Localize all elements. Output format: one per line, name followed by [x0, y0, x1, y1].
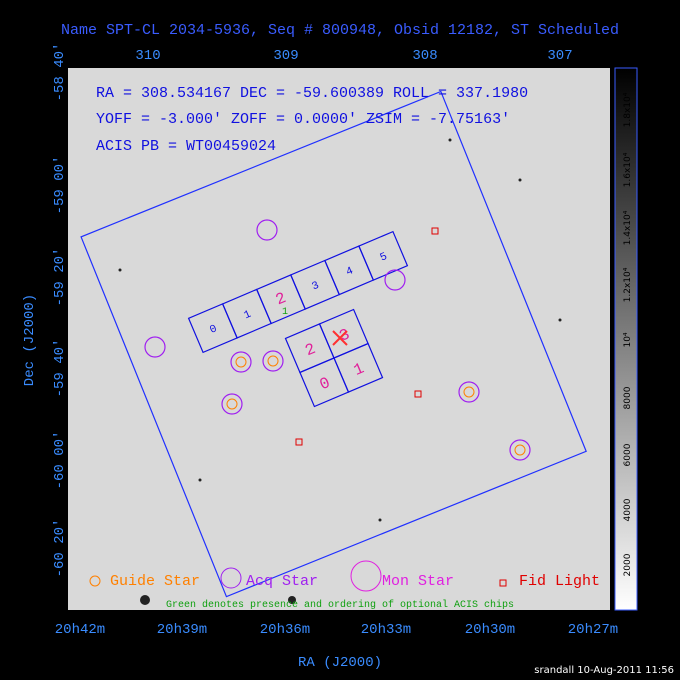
legend-label: Acq Star [246, 573, 318, 590]
info-line: ACIS PB = WT00459024 [96, 138, 276, 155]
bottom-tick-label: 20h33m [361, 622, 411, 638]
fid-lights [295, 227, 439, 446]
left-tick-label: -59 40' [52, 339, 68, 398]
y-axis-label: Dec (J2000) [22, 294, 38, 386]
left-tick-label: -60 20' [52, 519, 68, 578]
colorbar-tick: 10⁴ [623, 332, 633, 347]
field-of-view [80, 90, 587, 598]
colorbar-label: PUSS scaled density [653, 79, 663, 171]
colorbar-tick: 1.4x10⁴ [623, 210, 633, 245]
info-line: YOFF = -3.000' ZOFF = 0.0000' ZSIM = -7.… [96, 111, 510, 128]
colorbar-tick: 2000 [623, 553, 633, 576]
chip-label: 1 [242, 309, 253, 323]
top-tick-label: 310 [135, 48, 160, 64]
legend-icon [89, 575, 101, 587]
legend-note: Green denotes presence and ordering of o… [166, 599, 514, 611]
colorbar-tick: 4000 [623, 498, 633, 521]
bottom-tick-label: 20h39m [157, 622, 207, 638]
colorbar-tick: 6000 [623, 443, 633, 466]
chip-label: 3 [310, 280, 321, 294]
colorbar-tick: 1.6x10⁴ [623, 152, 633, 187]
bottom-tick-label: 20h36m [260, 622, 310, 638]
stars-field [118, 138, 562, 605]
colorbar-tick: 8000 [623, 386, 633, 409]
top-tick-label: 307 [547, 48, 572, 64]
title: Name SPT-CL 2034-5936, Seq # 800948, Obs… [61, 22, 619, 39]
guide-stars [226, 355, 526, 456]
legend-label: Fid Light [519, 573, 600, 590]
colorbar-tick: 1.2x10⁴ [623, 267, 633, 302]
chip-label: 5 [379, 251, 390, 265]
bottom-tick-label: 20h42m [55, 622, 105, 638]
footer: srandall 10-Aug-2011 11:56 [534, 665, 674, 676]
bottom-tick-label: 20h27m [568, 622, 618, 638]
acq-stars [144, 219, 531, 461]
chip-label: 0 [208, 323, 219, 337]
left-tick-label: -58 40' [52, 43, 68, 102]
top-tick-label: 309 [273, 48, 298, 64]
colorbar-tick: 1.8x10⁴ [623, 92, 633, 127]
x-axis-label: RA (J2000) [298, 655, 382, 671]
left-tick-label: -59 00' [52, 156, 68, 215]
left-tick-label: -60 00' [52, 431, 68, 490]
legend-icon [350, 560, 382, 592]
aimpoint [332, 330, 348, 346]
left-tick-label: -59 20' [52, 248, 68, 307]
legend-label: Mon Star [382, 573, 454, 590]
acis-i-chip [333, 342, 384, 393]
acis-s-chip [358, 230, 409, 281]
chip-label: 4 [344, 265, 355, 279]
info-line: RA = 308.534167 DEC = -59.600389 ROLL = … [96, 85, 528, 102]
colorbar [614, 67, 638, 611]
optional-chip: 1 [282, 307, 288, 318]
legend-icon [220, 567, 242, 589]
top-tick-label: 308 [412, 48, 437, 64]
legend-icon [499, 579, 507, 587]
legend-label: Guide Star [110, 573, 200, 590]
bottom-tick-label: 20h30m [465, 622, 515, 638]
